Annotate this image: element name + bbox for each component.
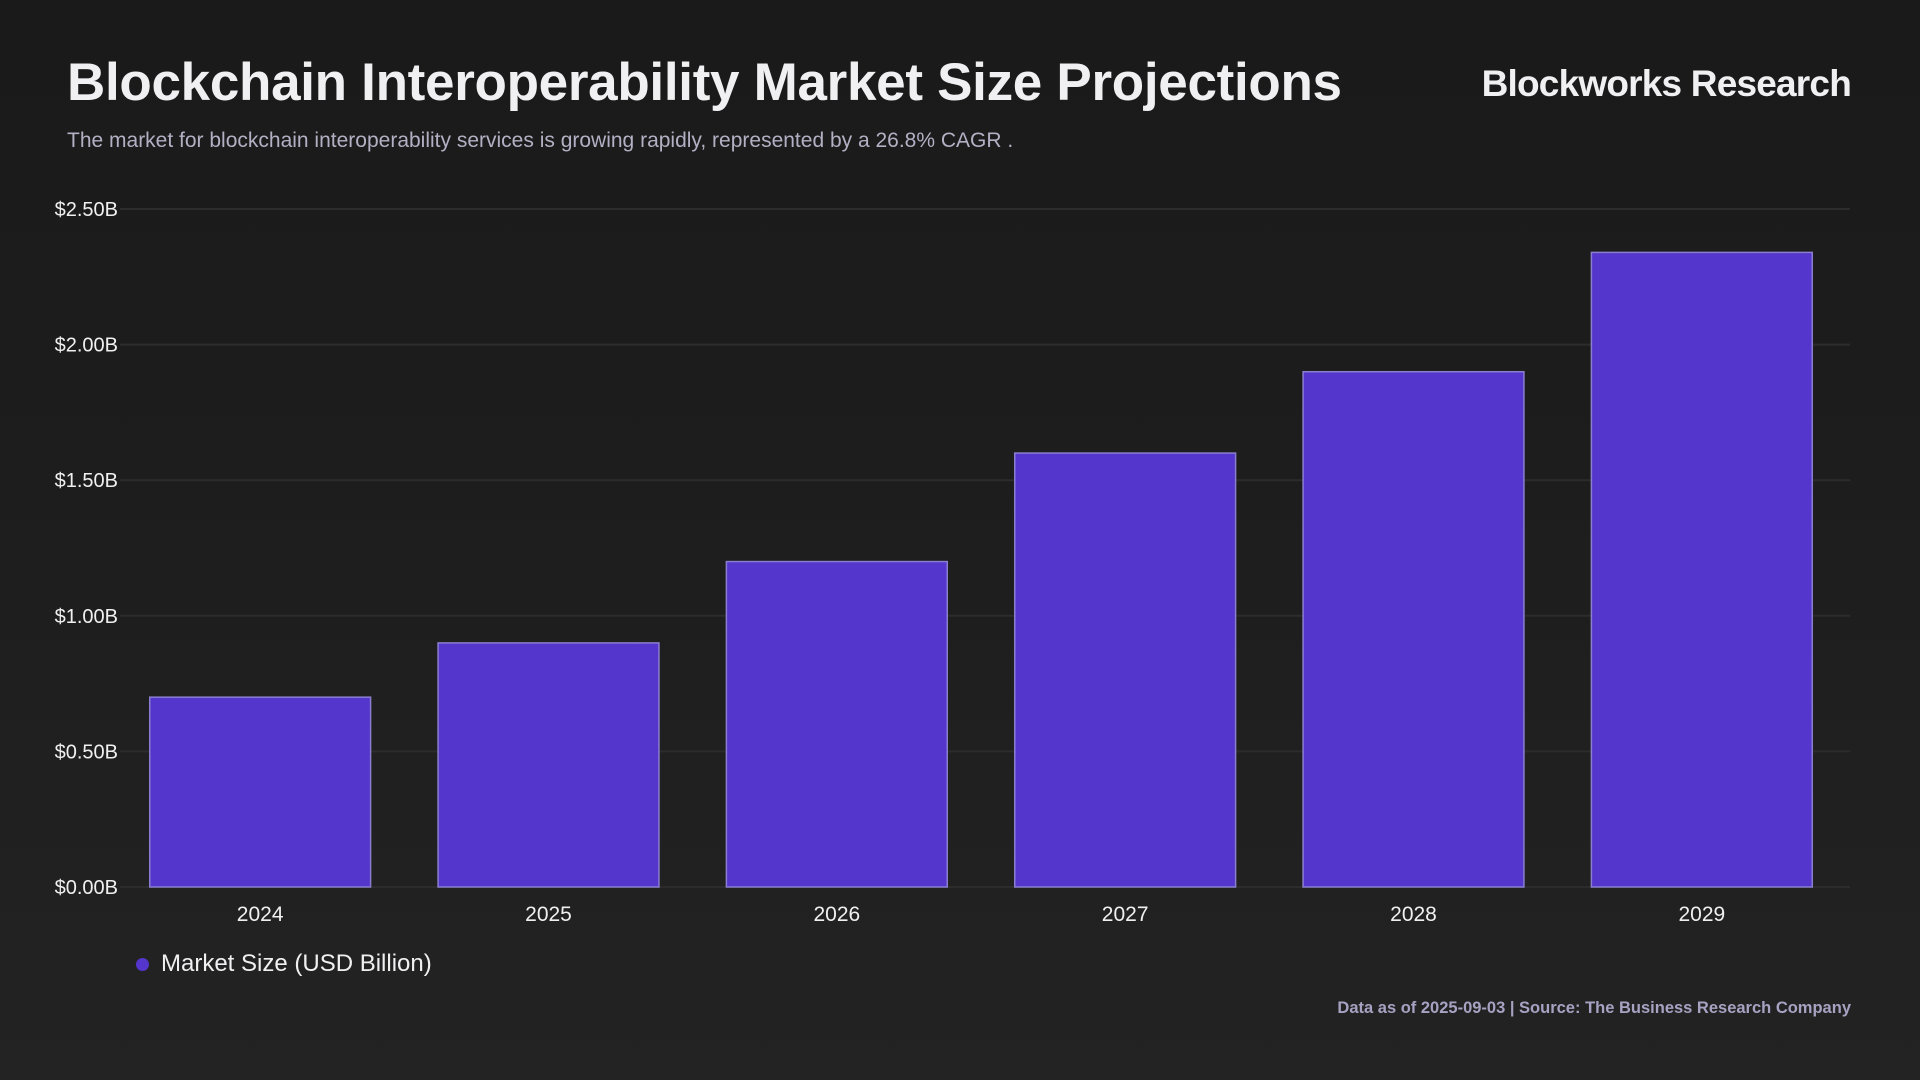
y-tick-label: $1.00B	[55, 606, 118, 628]
y-axis: $0.00B $0.50B $1.00B $1.50B $2.00B $2.50B	[55, 199, 118, 899]
bar-2028	[1302, 370, 1525, 888]
bar-2026	[725, 560, 949, 888]
legend-dot-icon	[136, 957, 149, 971]
x-axis: 2024 2025 2026 2027 2028 2029	[237, 903, 1725, 926]
bars	[148, 251, 1814, 888]
chart-title: Blockchain Interoperability Market Size …	[67, 53, 1342, 112]
y-tick-label: $2.50B	[55, 199, 118, 221]
bar-2027	[1013, 452, 1237, 888]
source-footer: Data as of 2025-09-03 | Source: The Busi…	[1337, 999, 1851, 1017]
legend-label: Market Size (USD Billion)	[161, 950, 432, 977]
x-tick-label: 2028	[1390, 903, 1437, 926]
bar-2025	[437, 642, 660, 888]
x-tick-label: 2029	[1678, 903, 1725, 926]
bar-2024	[148, 696, 372, 888]
y-tick-label: $1.50B	[55, 470, 118, 492]
y-tick-label: $2.00B	[55, 335, 118, 357]
x-tick-label: 2026	[813, 903, 860, 926]
legend: Market Size (USD Billion)	[136, 950, 432, 978]
bar-2029	[1590, 251, 1814, 888]
x-tick-label: 2024	[237, 903, 284, 926]
x-tick-label: 2025	[525, 903, 572, 926]
brand-logo: Blockworks Research	[1481, 63, 1852, 104]
gridlines	[120, 208, 1850, 888]
chart-subtitle: The market for blockchain interoperabili…	[67, 129, 1014, 152]
y-tick-label: $0.50B	[55, 741, 118, 763]
x-tick-label: 2027	[1102, 903, 1149, 926]
y-tick-label: $0.00B	[55, 877, 118, 899]
